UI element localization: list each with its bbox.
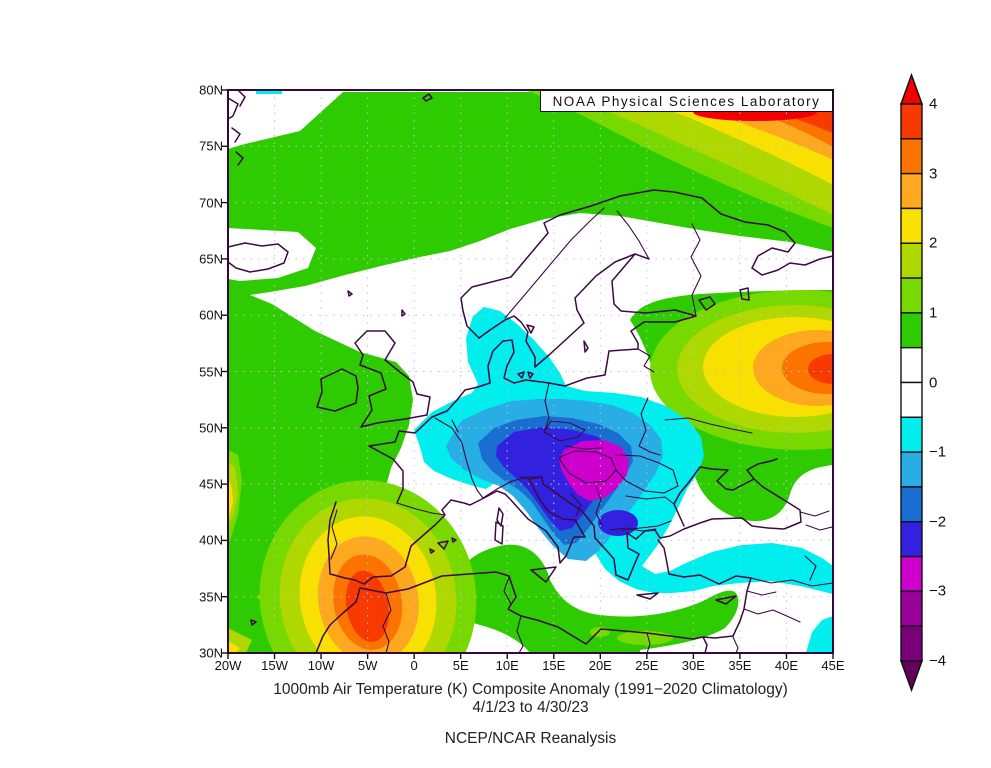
lat-tick-label: 70N (199, 195, 223, 211)
lon-tick-label: 5W (357, 658, 378, 673)
anomaly-fill-layer (228, 90, 833, 653)
colorbar (899, 72, 924, 693)
iberia-warm-anomaly (259, 480, 477, 653)
chart-title: 1000mb Air Temperature (K) Composite Ano… (273, 681, 788, 698)
credit-label: NOAA Physical Sciences Laboratory (552, 93, 821, 109)
lon-tick-label: 15W (261, 658, 288, 673)
coastlines (228, 90, 833, 653)
lat-tick-label: 55N (199, 364, 223, 379)
west-russia-warm-anomaly (650, 290, 833, 450)
chart-source: NCEP/NCAR Reanalysis (444, 730, 617, 747)
country-borders (330, 207, 833, 653)
chart-period: 4/1/23 to 4/30/23 (472, 699, 589, 716)
lat-tick-label: 35N (199, 589, 223, 605)
colorbar-cell (900, 451, 923, 488)
lat-tick-label: 30N (199, 645, 223, 661)
colorbar-cell (900, 138, 923, 175)
lat-tick-label: 50N (199, 420, 223, 436)
colorbar-tick-label: 3 (929, 165, 938, 183)
lat-tick-label: 60N (199, 307, 223, 323)
colorbar-cell (900, 346, 923, 384)
colorbar-cell (900, 381, 923, 419)
lat-tick-label: 80N (199, 82, 223, 98)
colorbar-tick-label: −2 (929, 513, 947, 531)
lon-tick-label: 40E (774, 658, 799, 673)
lon-tick-label: 35E (728, 658, 752, 673)
colorbar-cell (900, 242, 923, 279)
lat-tick-label: 75N (199, 138, 223, 154)
lon-tick-label: 10W (307, 658, 335, 673)
colorbar-tick-label: 0 (929, 374, 938, 391)
colorbar-cell (900, 172, 923, 210)
lon-tick-label: 20W (214, 658, 242, 673)
lon-tick-label: 20E (588, 658, 612, 673)
colorbar-cell (900, 312, 923, 349)
colorbar-cell (900, 486, 923, 523)
lat-tick-label: 45N (199, 476, 223, 492)
colorbar-tick-label: −4 (929, 652, 947, 670)
colorbar-cell (900, 521, 923, 558)
colorbar-cell (900, 103, 923, 140)
colorbar-tick-label: −1 (929, 443, 947, 461)
lat-tick-label: 40N (199, 532, 223, 548)
colorbar-tick-label: 2 (929, 234, 938, 252)
axis-ticks (222, 89, 834, 659)
lon-tick-label: 5E (452, 658, 469, 673)
colorbar-tick-label: 1 (929, 304, 938, 322)
lon-tick-label: 0 (410, 658, 418, 673)
lon-tick-label: 45E (821, 658, 845, 673)
lon-tick-label: 10E (495, 658, 519, 673)
colorbar-cell (900, 625, 923, 662)
credit-box: NOAA Physical Sciences Laboratory (540, 90, 833, 112)
colorbar-cell (900, 416, 923, 453)
colorbar-cell (900, 277, 923, 314)
lon-tick-label: 25E (635, 658, 659, 673)
lon-tick-label: 30E (681, 658, 705, 673)
colorbar-cell (900, 555, 923, 593)
colorbar-cell (900, 590, 923, 627)
colorbar-cell (900, 207, 923, 244)
colorbar-tick-label: 4 (929, 95, 938, 113)
lat-tick-label: 65N (199, 251, 223, 267)
central-europe-cold-anomaly (256, 90, 833, 653)
lon-tick-label: 15E (542, 658, 566, 673)
colorbar-tick-label: −3 (929, 582, 947, 600)
